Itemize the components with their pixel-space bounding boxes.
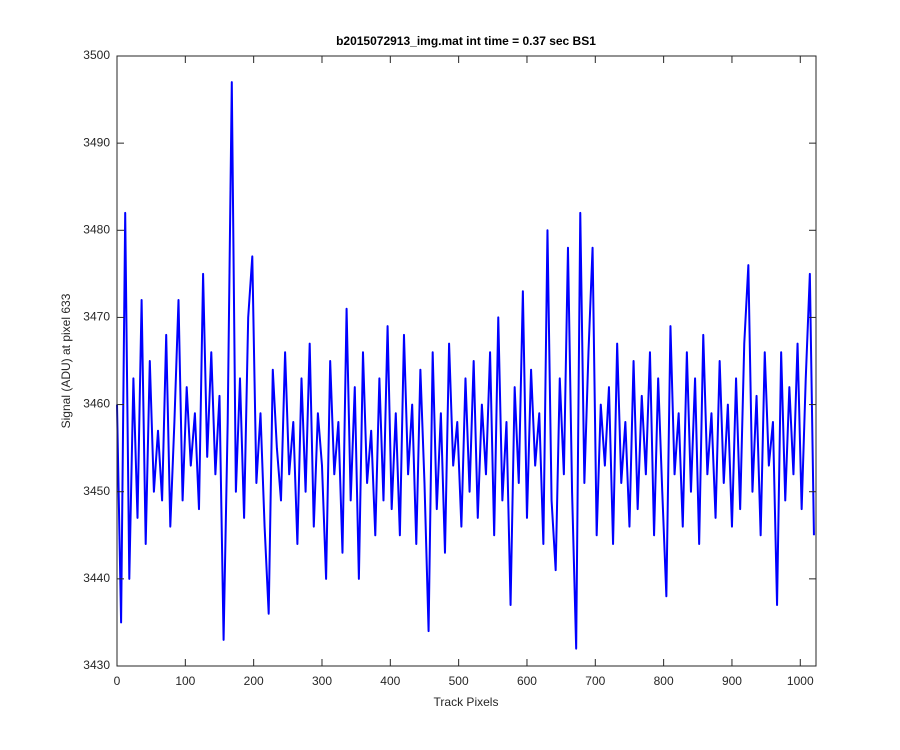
x-tick-label: 600 xyxy=(517,674,537,688)
y-tick-label: 3470 xyxy=(83,310,110,324)
y-axis-label: Signal (ADU) at pixel 633 xyxy=(59,293,73,428)
x-tick-label: 900 xyxy=(722,674,742,688)
x-tick-label: 300 xyxy=(312,674,332,688)
x-tick-label: 400 xyxy=(380,674,400,688)
x-tick-label: 1000 xyxy=(787,674,814,688)
x-tick-label: 0 xyxy=(114,674,121,688)
chart-title: b2015072913_img.mat int time = 0.37 sec … xyxy=(336,34,596,48)
y-tick-label: 3490 xyxy=(83,135,110,149)
data-line xyxy=(116,81,815,650)
y-tick-label: 3430 xyxy=(83,658,110,672)
y-tick-label: 3450 xyxy=(83,484,110,498)
axes-box xyxy=(116,55,817,667)
x-tick-label: 500 xyxy=(449,674,469,688)
x-tick-label: 100 xyxy=(175,674,195,688)
y-tick-label: 3460 xyxy=(83,397,110,411)
y-tick-label: 3480 xyxy=(83,222,110,236)
x-tick-label: 200 xyxy=(244,674,264,688)
x-tick-label: 700 xyxy=(585,674,605,688)
x-axis-label: Track Pixels xyxy=(434,695,499,709)
x-tick-label: 800 xyxy=(654,674,674,688)
y-tick-label: 3500 xyxy=(83,48,110,62)
y-tick-label: 3440 xyxy=(83,571,110,585)
